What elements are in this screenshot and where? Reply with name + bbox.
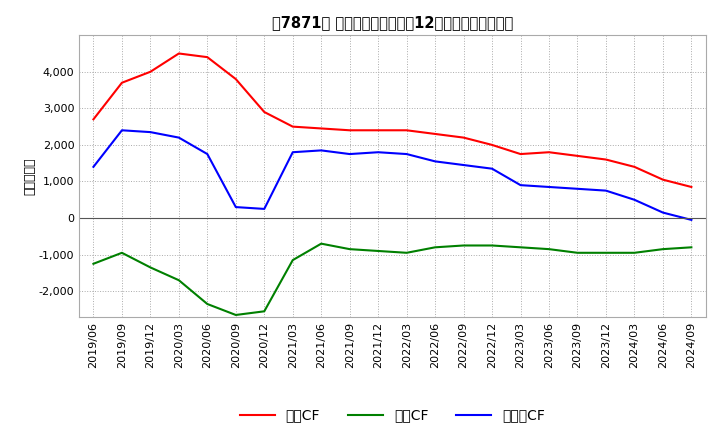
フリーCF — [459, 162, 468, 168]
営業CF — [602, 157, 611, 162]
フリーCF — [203, 151, 212, 157]
営業CF — [289, 124, 297, 129]
投資CF — [487, 243, 496, 248]
営業CF — [459, 135, 468, 140]
営業CF — [317, 126, 325, 131]
フリーCF — [431, 159, 439, 164]
フリーCF — [659, 210, 667, 215]
投資CF — [602, 250, 611, 256]
投資CF — [687, 245, 696, 250]
営業CF — [174, 51, 183, 56]
営業CF — [431, 131, 439, 136]
投資CF — [659, 246, 667, 252]
投資CF — [174, 278, 183, 283]
フリーCF — [402, 151, 411, 157]
投資CF — [232, 312, 240, 318]
フリーCF — [260, 206, 269, 212]
営業CF — [203, 55, 212, 60]
Line: 営業CF: 営業CF — [94, 54, 691, 187]
営業CF — [687, 184, 696, 190]
フリーCF — [374, 150, 382, 155]
営業CF — [573, 153, 582, 158]
投資CF — [317, 241, 325, 246]
Y-axis label: （百万円）: （百万円） — [23, 157, 36, 195]
投資CF — [402, 250, 411, 256]
投資CF — [289, 257, 297, 263]
営業CF — [487, 142, 496, 147]
フリーCF — [630, 197, 639, 202]
フリーCF — [687, 217, 696, 223]
フリーCF — [545, 184, 554, 190]
投資CF — [630, 250, 639, 256]
フリーCF — [602, 188, 611, 193]
フリーCF — [232, 205, 240, 210]
営業CF — [516, 151, 525, 157]
投資CF — [146, 265, 155, 270]
投資CF — [431, 245, 439, 250]
投資CF — [117, 250, 126, 256]
営業CF — [545, 150, 554, 155]
Title: 　7871、 キャッシュフローの12か月移動合計の推移: 7871、 キャッシュフローの12か月移動合計の推移 — [271, 15, 513, 30]
投資CF — [374, 248, 382, 253]
フリーCF — [346, 151, 354, 157]
Line: フリーCF: フリーCF — [94, 130, 691, 220]
投資CF — [516, 245, 525, 250]
フリーCF — [146, 129, 155, 135]
投資CF — [89, 261, 98, 266]
フリーCF — [317, 148, 325, 153]
営業CF — [374, 128, 382, 133]
投資CF — [545, 246, 554, 252]
営業CF — [117, 80, 126, 85]
投資CF — [346, 246, 354, 252]
営業CF — [146, 69, 155, 74]
営業CF — [346, 128, 354, 133]
投資CF — [260, 309, 269, 314]
営業CF — [402, 128, 411, 133]
営業CF — [659, 177, 667, 182]
投資CF — [203, 301, 212, 307]
営業CF — [630, 164, 639, 169]
Line: 投資CF: 投資CF — [94, 244, 691, 315]
フリーCF — [516, 183, 525, 188]
営業CF — [89, 117, 98, 122]
フリーCF — [487, 166, 496, 171]
営業CF — [232, 77, 240, 82]
フリーCF — [89, 164, 98, 169]
投資CF — [573, 250, 582, 256]
フリーCF — [289, 150, 297, 155]
Legend: 営業CF, 投資CF, フリーCF: 営業CF, 投資CF, フリーCF — [235, 403, 550, 428]
営業CF — [260, 110, 269, 115]
フリーCF — [573, 186, 582, 191]
フリーCF — [174, 135, 183, 140]
フリーCF — [117, 128, 126, 133]
投資CF — [459, 243, 468, 248]
